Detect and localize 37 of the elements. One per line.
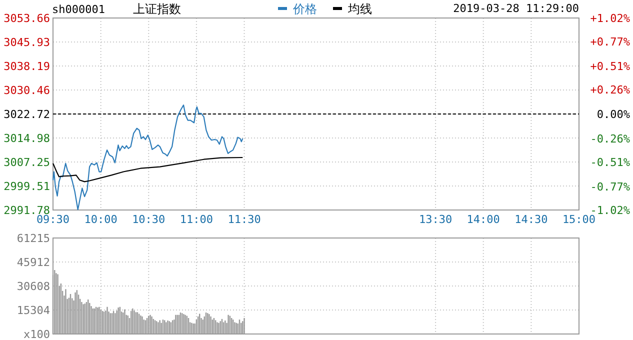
x-tick-label: 11:30 (228, 213, 261, 226)
y2-tick-label: +1.02% (590, 12, 630, 25)
x-tick-label: 10:30 (132, 213, 166, 226)
legend-label: 价格 (292, 2, 317, 16)
y2-tick-label: +0.51% (590, 60, 630, 73)
y2-tick-label: +0.26% (590, 84, 630, 97)
y2-tick-label: 0.00% (596, 108, 630, 121)
y-tick-label: 61215 (16, 232, 50, 245)
y-tick-label: 3007.25 (4, 156, 50, 169)
line-series (52, 156, 244, 182)
y-tick-label: 3038.19 (4, 60, 50, 73)
y-tick-label: 30608 (16, 280, 50, 293)
y-tick-label: x100 (24, 328, 50, 340)
y-tick-label: 3053.66 (4, 12, 50, 25)
y2-tick-label: +0.77% (590, 36, 630, 49)
y2-tick-label: -0.51% (590, 156, 630, 169)
x-tick-label: 15:00 (562, 213, 596, 226)
y-tick-label: 3045.93 (4, 36, 50, 49)
y-tick-label: 15304 (16, 304, 50, 317)
y2-tick-label: -0.26% (590, 132, 630, 146)
x-tick-label: 09:30 (36, 213, 70, 226)
y-tick-label: 3022.72 (4, 108, 50, 121)
text: 2019-03-28 11:29:00 (453, 2, 579, 15)
chart-title: 上证指数 (133, 2, 181, 16)
x-tick-label: 14:30 (514, 213, 548, 226)
x-tick-label: 10:00 (84, 213, 118, 226)
y-tick-label: 45912 (16, 256, 50, 269)
legend-label: 均线 (347, 2, 372, 16)
x-tick-label: 11:00 (180, 213, 214, 226)
x-tick-label: 13:30 (418, 213, 452, 226)
x-tick-label: 14:00 (466, 213, 500, 226)
y-tick-label: 3030.46 (4, 84, 50, 97)
chart-subtitle: sh000001 (52, 3, 105, 16)
line-series (52, 104, 244, 210)
y2-tick-label: -0.77% (590, 180, 630, 194)
y-tick-label: 2999.51 (4, 180, 50, 194)
y-tick-label: 3014.98 (4, 132, 50, 146)
